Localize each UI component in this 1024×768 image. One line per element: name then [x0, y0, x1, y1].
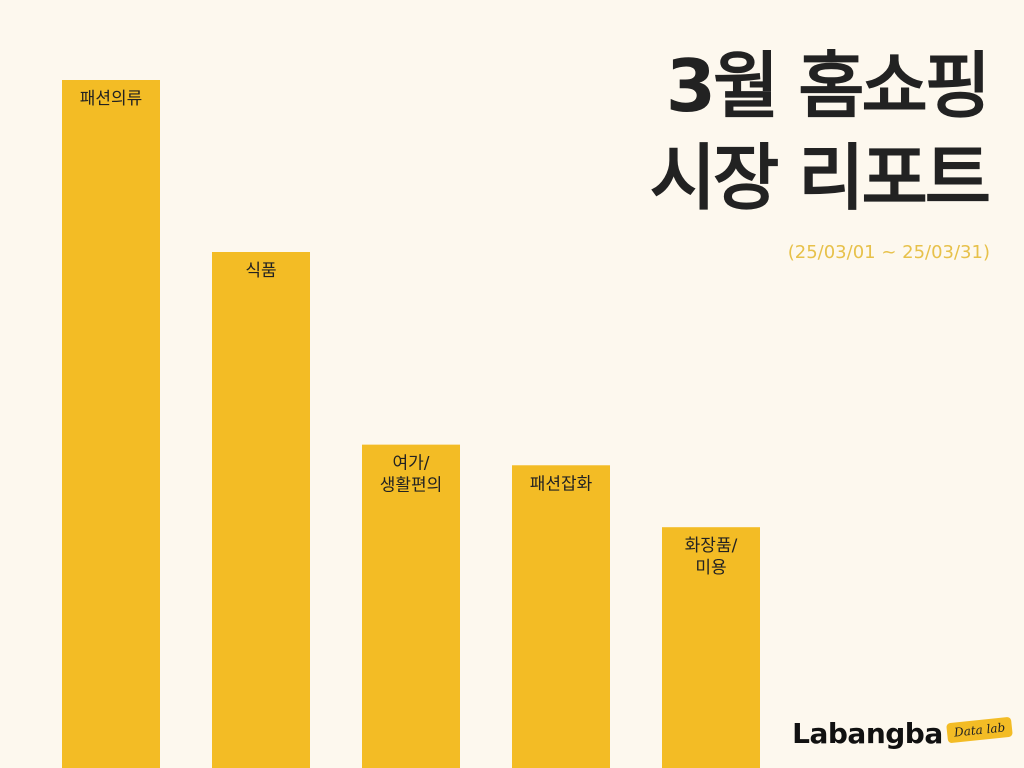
- bar-label-line: 식품: [245, 261, 276, 281]
- bar-2: [212, 252, 310, 768]
- bar-1: [62, 80, 160, 768]
- title-line-2: 시장 리포트: [649, 136, 991, 220]
- bar-3: [362, 444, 460, 768]
- bar-label-line: 패션잡화: [530, 474, 593, 494]
- title-line-1: 3월 홈쇼핑: [665, 44, 991, 128]
- bar-label-3: 여가/생활편의: [380, 454, 443, 496]
- bar-label-line: 미용: [695, 558, 726, 578]
- logo-text: Labangba: [792, 717, 943, 750]
- brand-logo: Labangba Data lab: [792, 716, 1013, 750]
- bar-label-line: 생활편의: [380, 476, 443, 496]
- title-block: 3월 홈쇼핑 시장 리포트: [649, 40, 991, 224]
- bar-label-line: 화장품/: [685, 536, 738, 556]
- bar-label-2: 식품: [245, 261, 276, 281]
- bar-label-1: 패션의류: [80, 89, 143, 109]
- bar-5: [662, 527, 760, 768]
- date-range: (25/03/01 ~ 25/03/31): [787, 242, 990, 263]
- bar-label-4: 패션잡화: [530, 474, 593, 494]
- bar-label-line: 패션의류: [80, 89, 143, 109]
- logo-badge: Data lab: [945, 716, 1013, 743]
- bar-label-5: 화장품/미용: [685, 536, 738, 578]
- bar-4: [512, 465, 610, 768]
- bar-label-line: 여가/: [392, 454, 429, 474]
